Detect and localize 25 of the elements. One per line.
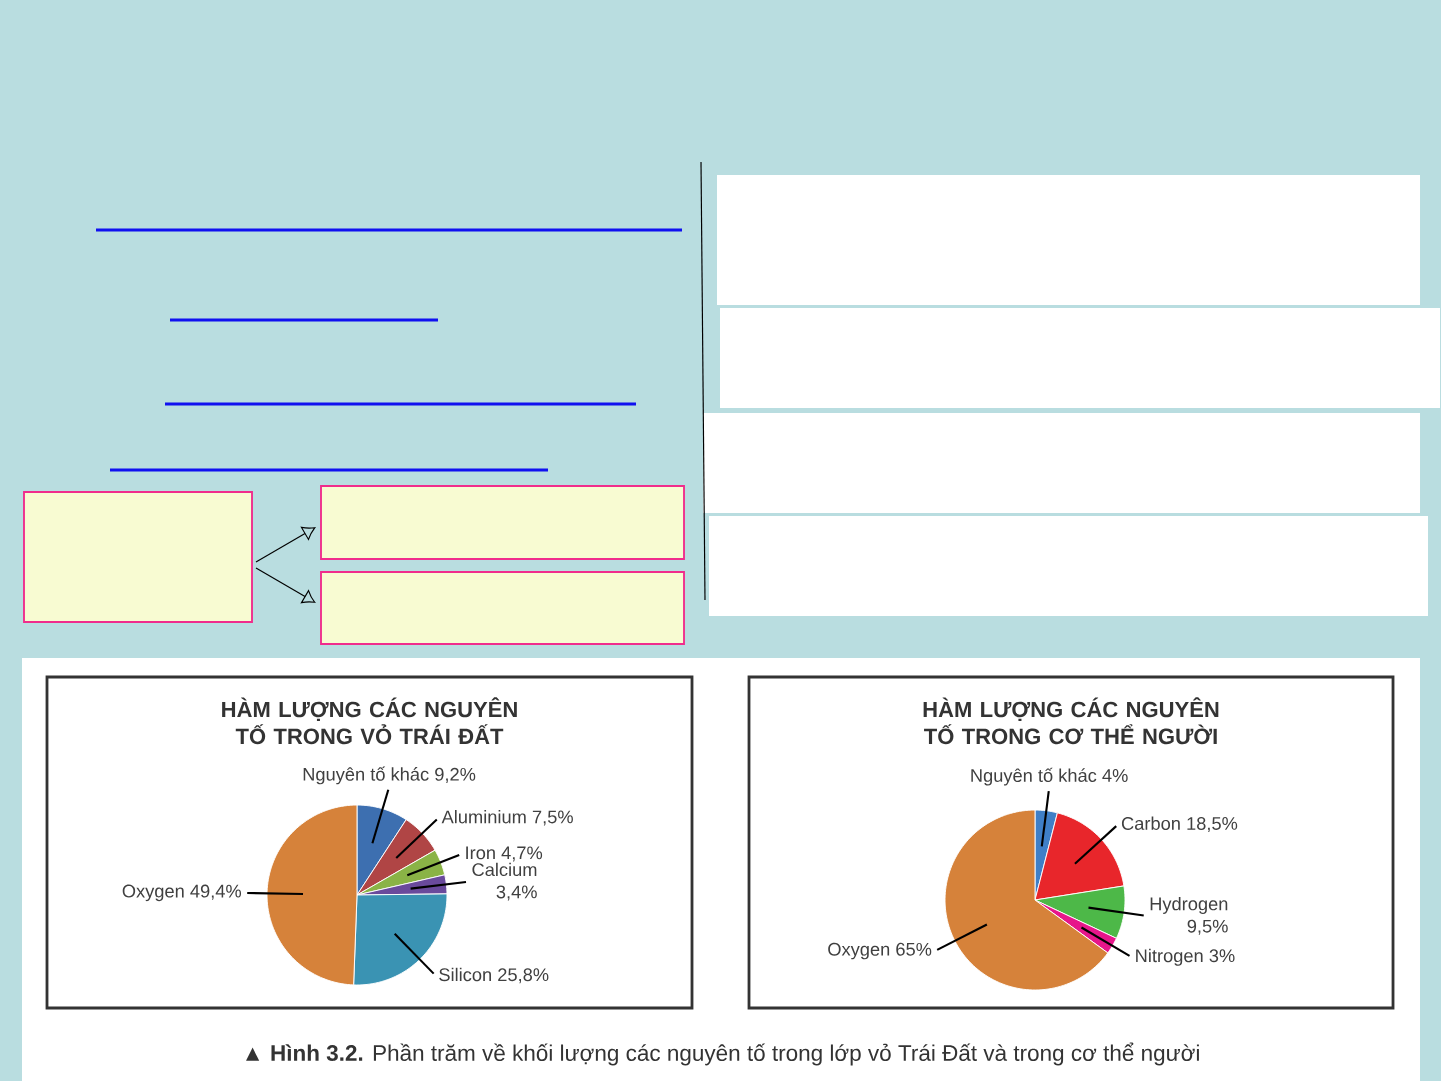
slice-label: Silicon [439, 967, 491, 982]
slice-label: Oxygen [828, 942, 890, 960]
data-label: 4% [1102, 769, 1128, 782]
slice-label: Nguyên tố khác [303, 766, 429, 785]
data-label: 3% [1209, 949, 1235, 963]
text: ▲ Hình 3.2. Phần trăm về khối lượng các nguyên tố trong lớp vỏ Trái Đất và trong cơ thể người [246, 1042, 1199, 1066]
slice-label: Hydrogen [1150, 896, 1228, 914]
data-label: 65% [896, 942, 932, 956]
slice-label: Nitrogen [1136, 948, 1203, 966]
slice-label: Nguyên tố khác [971, 767, 1097, 786]
data-label: 18,5% [1187, 817, 1238, 833]
data-label: 7,5% [532, 810, 573, 826]
data-label: 3,4% [496, 885, 537, 901]
data-label: 9,2% [435, 767, 476, 783]
slice-label: Oxygen [122, 884, 184, 902]
slice-label: Carbon [1121, 816, 1180, 830]
slice-label: Iron [466, 846, 495, 860]
slice-label: Aluminium [441, 809, 526, 824]
data-label: 25,8% [498, 968, 549, 984]
chart-title: HÀM LƯỢNG CÁC NGUYÊN TỐ TRONG VỎ TRÁI ĐẤT [222, 697, 517, 745]
data-label: 49,4% [190, 884, 242, 900]
data-label: 4,7% [501, 846, 543, 862]
slice-label: Calcium [472, 862, 537, 877]
chart-title: HÀM LƯỢNG CÁC NGUYÊN TỐ TRONG CƠ THỂ NGƯỜI [923, 697, 1219, 745]
data-label: 9,5% [1187, 919, 1228, 935]
